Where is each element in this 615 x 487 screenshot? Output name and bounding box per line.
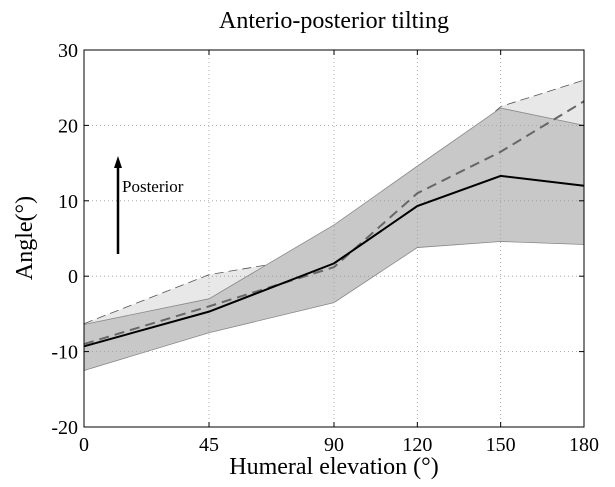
posterior-annotation: Posterior: [122, 177, 184, 196]
y-tick-label: -20: [51, 417, 78, 439]
x-axis-label: Humeral elevation (°): [229, 454, 439, 480]
y-tick-label: 10: [58, 191, 78, 213]
y-tick-label: 30: [58, 40, 78, 62]
x-tick-label: 90: [324, 434, 344, 456]
posterior-arrow: [114, 156, 122, 254]
y-tick-label: -10: [51, 342, 78, 364]
y-axis-label: Angle(°): [12, 196, 38, 280]
x-tick-label: 0: [79, 434, 89, 456]
y-tick-label: 20: [58, 115, 78, 137]
mean-line-series-2: [83, 100, 585, 346]
band-series-1: [84, 108, 584, 371]
y-tick-label: 0: [68, 266, 78, 288]
mean-line-series-1: [83, 174, 585, 348]
x-tick-label: 45: [199, 434, 219, 456]
band-upper-edge-1: [83, 107, 585, 325]
chart-title: Anterio-posterior tilting: [219, 8, 449, 34]
x-tick-label: 150: [486, 434, 516, 456]
x-tick-label: 120: [402, 434, 432, 456]
x-tick-label: 180: [569, 434, 599, 456]
band-lower-edge-1: [83, 241, 585, 371]
